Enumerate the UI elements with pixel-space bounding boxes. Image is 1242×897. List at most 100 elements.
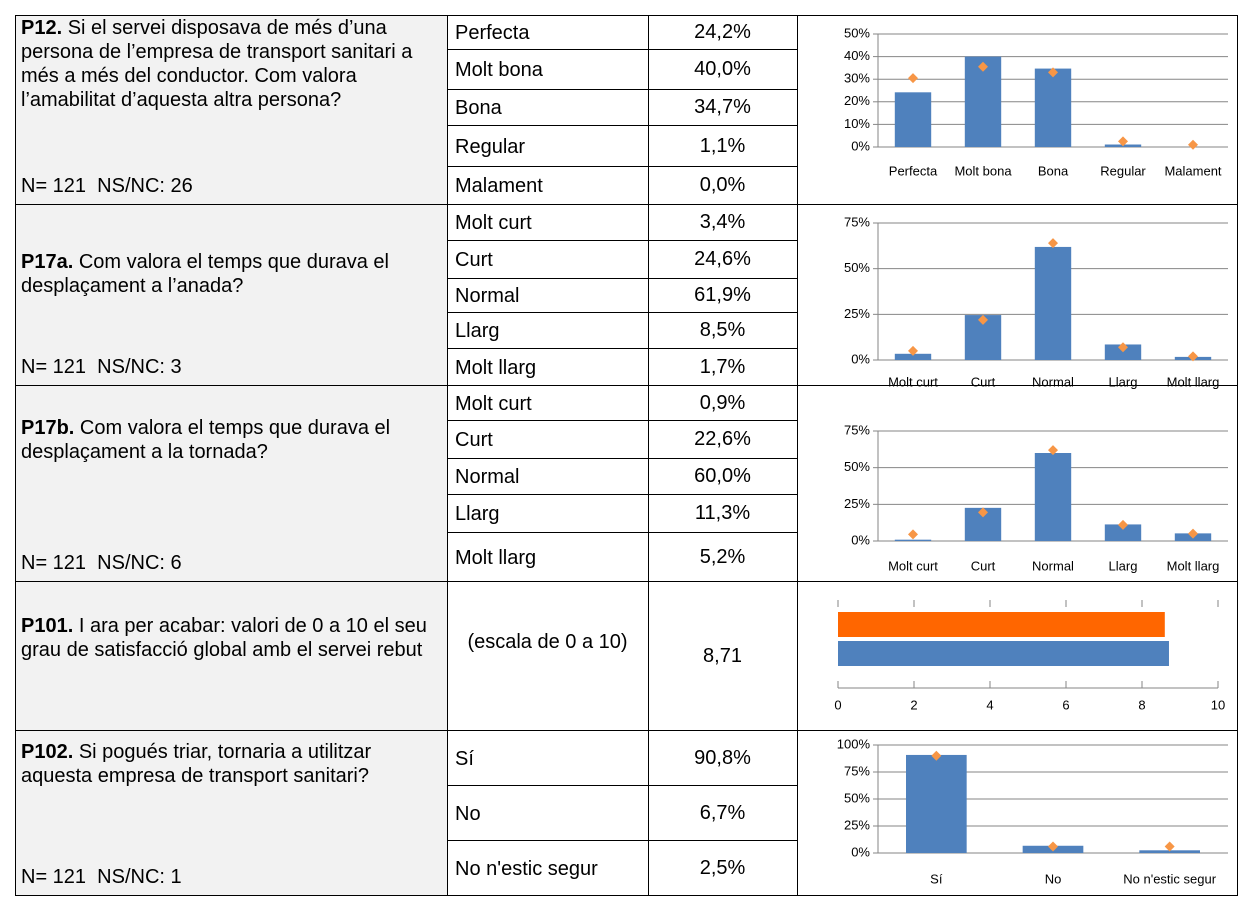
bar — [906, 754, 967, 853]
question-cell — [15, 15, 448, 205]
marker — [908, 345, 918, 356]
y-tick-label: 25% — [844, 306, 870, 321]
question-cell — [15, 581, 448, 731]
y-tick-label: 0% — [851, 844, 870, 859]
y-tick-label: 10% — [844, 116, 870, 131]
value-cell — [648, 89, 798, 126]
question-text: Si pogués triar, tornaria a utilitzar aq… — [21, 741, 372, 787]
option-value: 11,3% — [694, 502, 751, 524]
option-value: 0,9% — [699, 391, 746, 414]
option-label: Sí — [455, 747, 474, 770]
x-tick-label: Normal — [1032, 374, 1074, 389]
value-cell — [648, 581, 798, 731]
x-tick-label: 4 — [986, 697, 993, 712]
option-label: No n'estic segur — [455, 857, 598, 880]
marker — [1048, 445, 1058, 456]
y-tick-label: 75% — [844, 763, 870, 778]
x-tick-label: Molt llarg — [1167, 374, 1220, 389]
question: P17a. Com valora el temps que durava el … — [21, 250, 439, 298]
option-label: Regular — [455, 135, 526, 158]
marker — [1188, 351, 1198, 362]
option-label: Molt curt — [455, 212, 532, 234]
option-value: 24,2% — [694, 21, 751, 43]
x-tick-label: 2 — [910, 697, 917, 712]
x-tick-label: Curt — [971, 558, 996, 573]
y-tick-label: 20% — [844, 93, 870, 108]
option-value: 61,9% — [694, 284, 751, 306]
option-label: Molt curt — [455, 392, 532, 415]
bar — [894, 92, 932, 147]
question: P12. Si el servei disposava de més d’una… — [21, 16, 439, 112]
x-tick-label: Malament — [1164, 163, 1221, 178]
bar — [838, 641, 1169, 666]
option-value: 1,1% — [699, 134, 746, 157]
option-value: 8,71 — [703, 644, 742, 667]
chart-cell — [797, 15, 1238, 205]
x-tick-label: Molt llarg — [1167, 558, 1220, 573]
question-text: Si el servei disposava de més d’una pers… — [21, 17, 413, 111]
y-tick-label: 75% — [844, 422, 870, 437]
marker — [1164, 841, 1175, 852]
value-cell — [648, 49, 798, 90]
value-cell — [648, 458, 798, 495]
x-tick-label: Curt — [971, 374, 996, 389]
value-cell — [648, 278, 798, 313]
option-value: 90,8% — [694, 746, 751, 769]
marker — [1048, 841, 1058, 852]
value-cell — [648, 166, 798, 205]
x-tick-label: Normal — [1032, 558, 1074, 573]
y-tick-label: 25% — [844, 817, 870, 832]
x-tick-label: 6 — [1062, 697, 1069, 712]
x-tick-label: 10 — [1211, 697, 1225, 712]
question-text: I ara per acabar: valori de 0 a 10 el se… — [21, 615, 427, 661]
x-tick-label: Molt bona — [954, 163, 1012, 178]
marker — [1048, 67, 1058, 78]
question-text: Com valora el temps que durava el despla… — [21, 251, 389, 297]
y-tick-label: 40% — [844, 48, 870, 63]
option-value: 34,7% — [694, 96, 751, 118]
question: P101. I ara per acabar: valori de 0 a 10… — [21, 614, 439, 662]
x-tick-label: Sí — [930, 871, 943, 886]
marker — [908, 73, 918, 84]
x-tick-label: Llarg — [1109, 558, 1138, 573]
marker — [1188, 528, 1198, 539]
y-tick-label: 75% — [844, 214, 870, 229]
question-text: Com valora el temps que durava el despla… — [21, 417, 391, 463]
x-tick-label: Regular — [1100, 163, 1146, 178]
option-cell — [447, 532, 649, 582]
marker — [1048, 238, 1058, 249]
marker — [978, 61, 988, 72]
option-value: 3,4% — [699, 211, 746, 233]
question-code: P12. — [21, 17, 63, 39]
chart-cell — [797, 385, 1238, 582]
option-label: Normal — [455, 466, 520, 488]
option-label: Llarg — [455, 320, 500, 342]
chart-cell — [797, 730, 1238, 896]
question-cell — [15, 730, 448, 896]
bar — [1104, 344, 1142, 360]
value-cell — [648, 840, 798, 896]
option-cell — [447, 840, 649, 896]
x-tick-label: Bona — [1038, 163, 1069, 178]
option-label: Molt llarg — [455, 356, 537, 379]
y-tick-label: 0% — [851, 532, 870, 547]
chart-cell — [797, 204, 1238, 386]
option-value: 2,5% — [699, 856, 746, 879]
marker — [978, 314, 988, 325]
option-value: 22,6% — [694, 428, 751, 450]
value-cell — [648, 15, 798, 50]
x-tick-label: Perfecta — [889, 163, 938, 178]
value-cell — [648, 494, 798, 533]
x-tick-label: 0 — [834, 697, 841, 712]
marker — [1118, 136, 1128, 147]
question-code: P17b. — [21, 417, 75, 439]
x-tick-label: Molt curt — [888, 558, 938, 573]
y-tick-label: 25% — [844, 496, 870, 511]
x-tick-label: Molt curt — [888, 374, 938, 389]
y-tick-label: 50% — [844, 790, 870, 805]
option-value: 8,5% — [699, 319, 746, 341]
bar — [838, 612, 1165, 637]
option-label: No — [455, 802, 481, 825]
